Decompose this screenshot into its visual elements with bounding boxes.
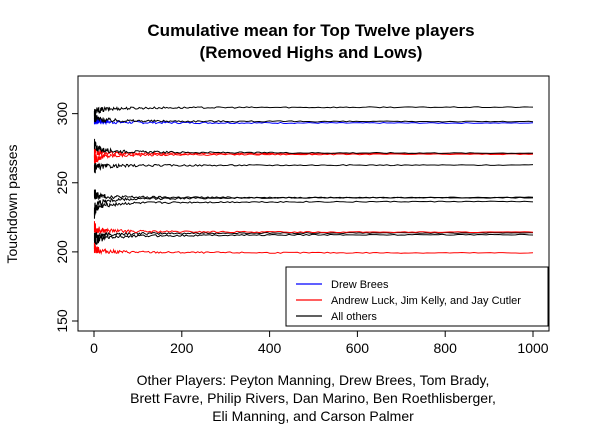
series-line (93, 152, 534, 165)
chart-title: Cumulative mean for Top Twelve players (147, 21, 474, 40)
series-line (93, 200, 534, 219)
series-line (93, 233, 534, 250)
x-axis: 0 200 400 600 800 1000 (90, 330, 549, 356)
chart-subtitle: (Removed Highs and Lows) (200, 43, 423, 62)
series-line (93, 221, 534, 234)
y-tick-label: 250 (54, 171, 70, 195)
series-line (93, 189, 534, 201)
series-line (93, 242, 534, 256)
x-axis-label-line-1: Other Players: Peyton Manning, Drew Bree… (137, 372, 490, 388)
x-axis-label-line-3: Eli Manning, and Carson Palmer (212, 408, 414, 424)
x-tick-label: 200 (170, 340, 194, 356)
series-line (93, 105, 534, 120)
series-line (93, 162, 534, 174)
series-layer (93, 105, 534, 256)
x-tick-label: 600 (346, 340, 370, 356)
x-tick-label: 800 (434, 340, 458, 356)
legend-label-drew-brees: Drew Brees (331, 279, 389, 291)
legend-label-all-others: All others (331, 311, 377, 323)
y-tick-label: 200 (54, 240, 70, 264)
y-tick-label: 150 (54, 309, 70, 333)
x-axis-label-line-2: Brett Favre, Philip Rivers, Dan Marino, … (130, 390, 496, 406)
series-line (93, 114, 534, 126)
x-tick-label: 400 (258, 340, 282, 356)
series-line (93, 138, 534, 154)
series-line (93, 110, 534, 124)
y-tick-label: 300 (54, 102, 70, 126)
legend: Drew Brees Andrew Luck, Jim Kelly, and J… (285, 266, 549, 327)
legend-box (285, 266, 549, 327)
x-tick-label: 0 (90, 340, 98, 356)
x-tick-label: 1000 (517, 340, 548, 356)
legend-label-luck-kelly-cutler: Andrew Luck, Jim Kelly, and Jay Cutler (331, 295, 521, 307)
y-axis: 150 200 250 300 (54, 102, 79, 333)
y-axis-label: Touchdown passes (4, 144, 20, 263)
